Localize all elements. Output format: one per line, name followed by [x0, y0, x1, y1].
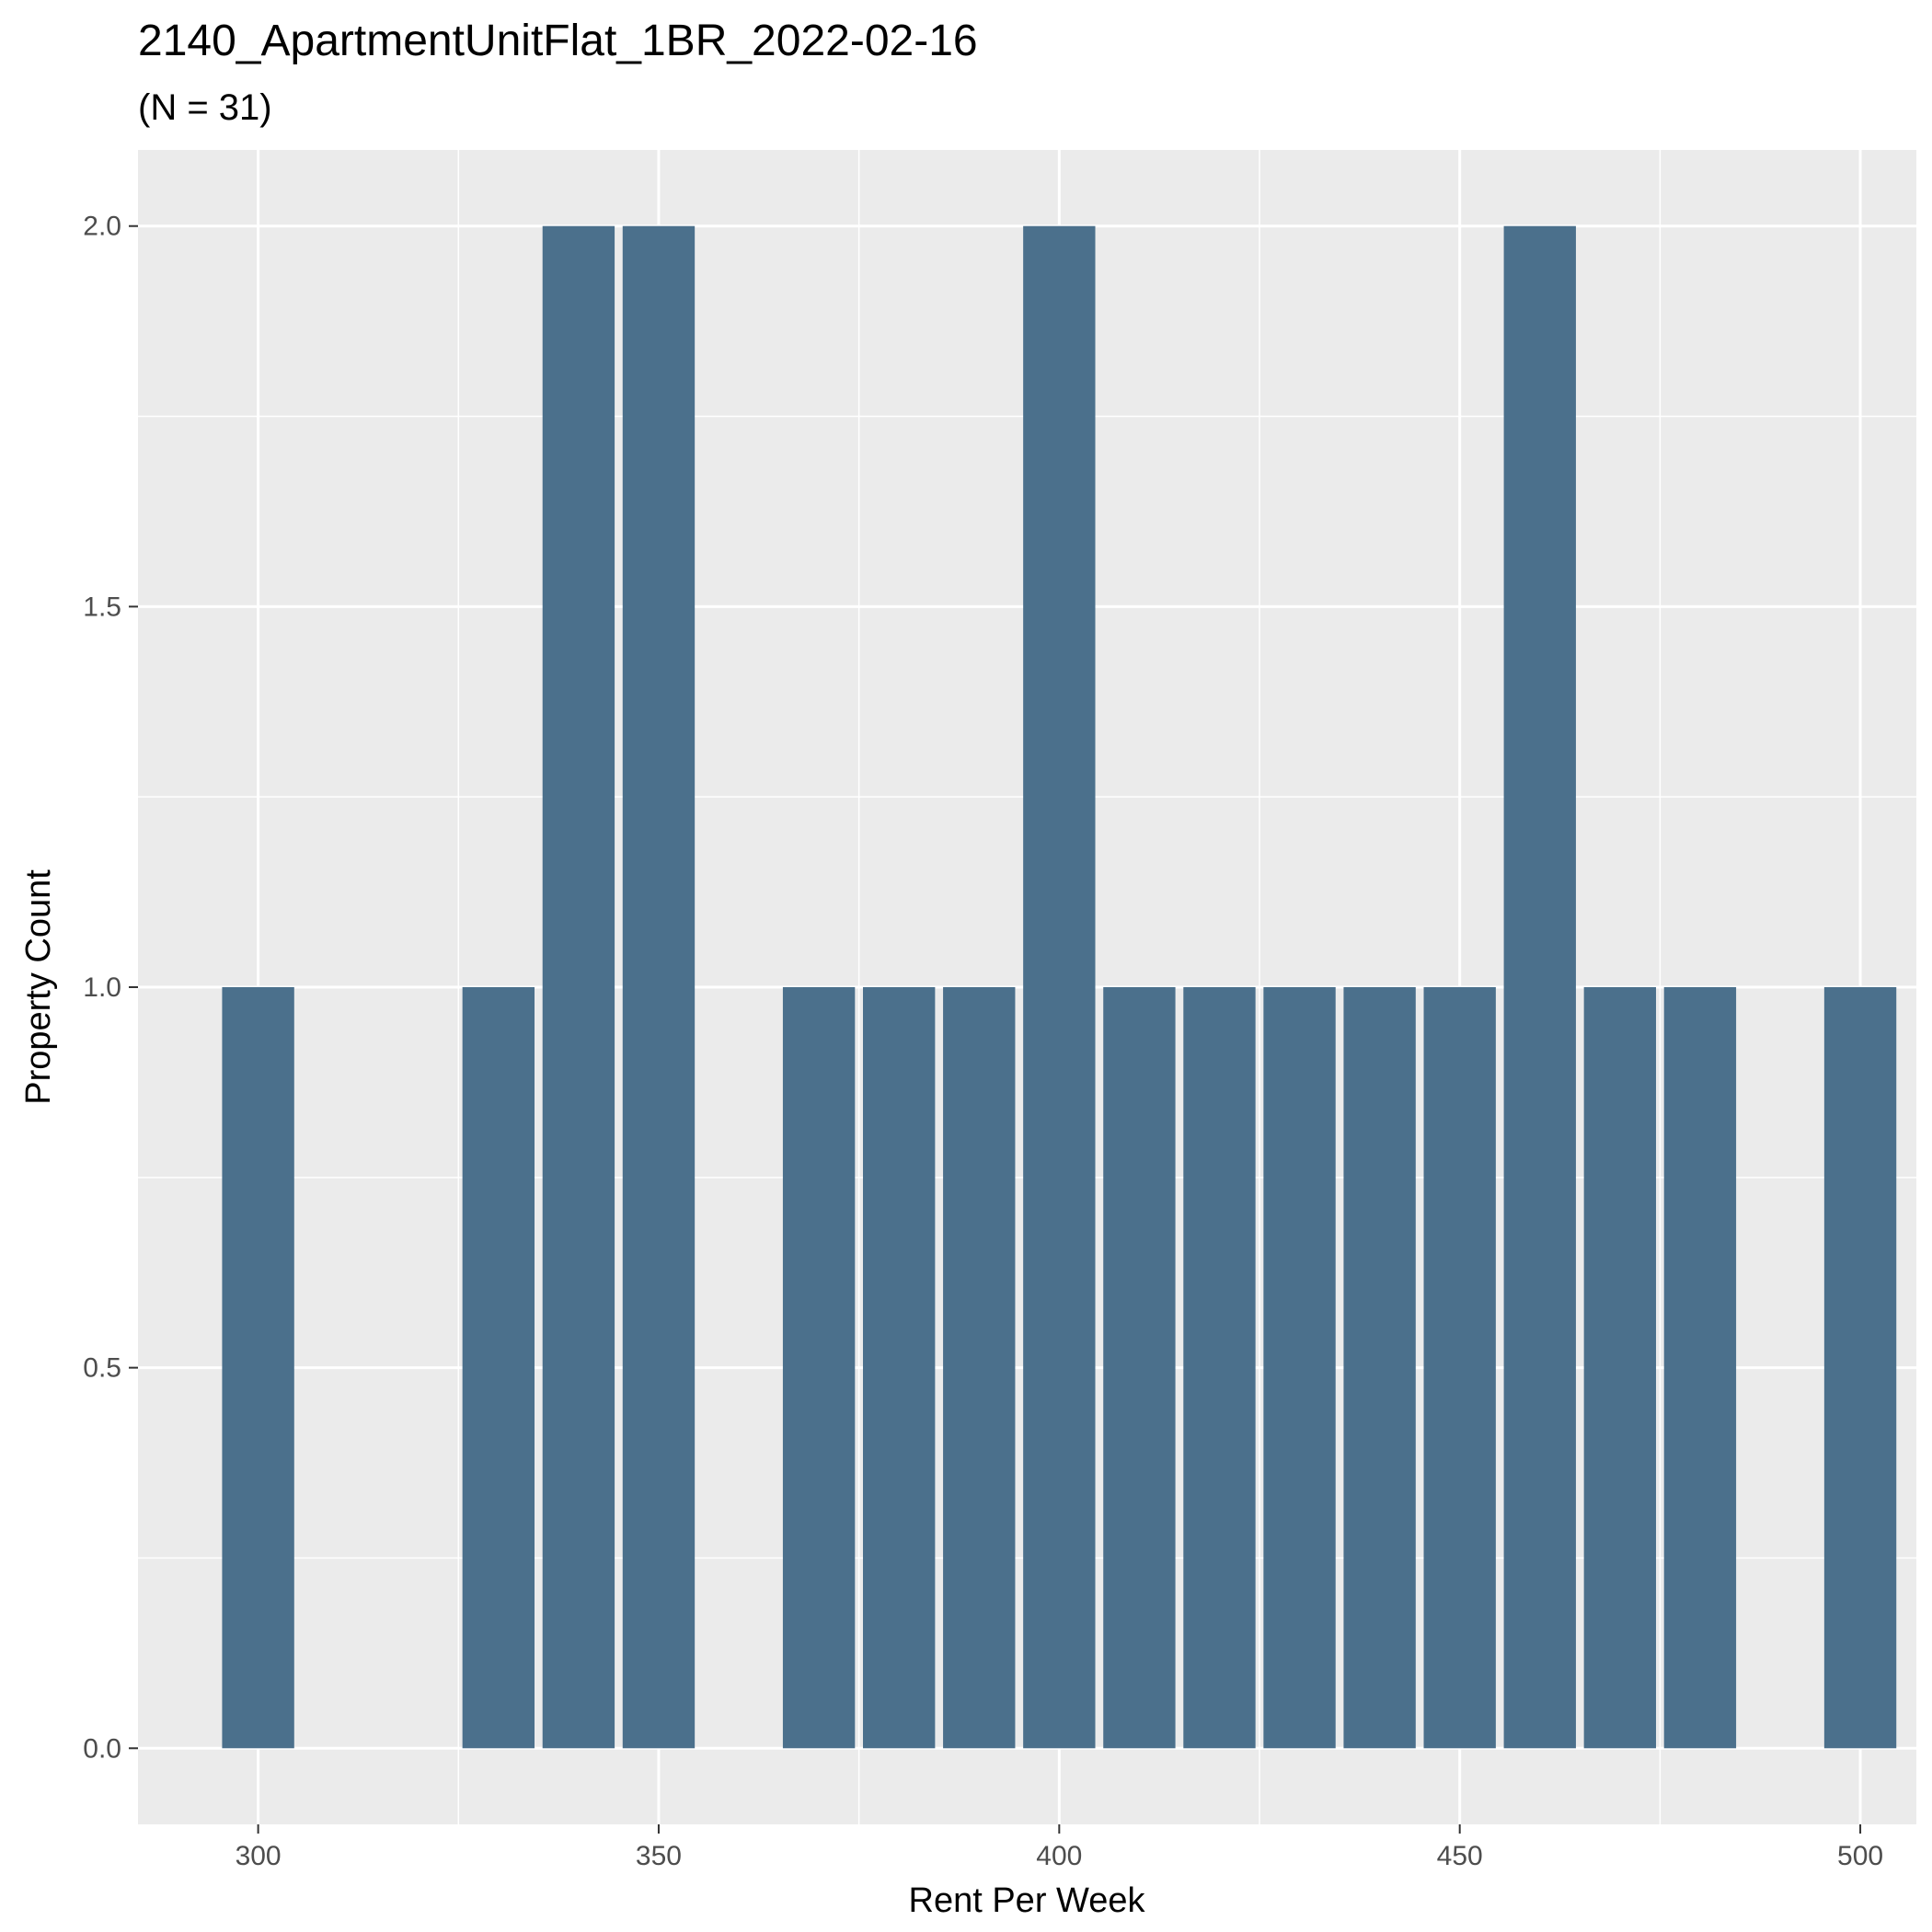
bar-420	[1183, 987, 1256, 1749]
bar-340	[542, 225, 615, 1749]
y-axis: 0.0 0.5 1.0 1.5 2.0	[83, 212, 138, 1764]
x-tick-label: 400	[1036, 1841, 1082, 1871]
y-tick-label: 0.0	[83, 1733, 121, 1764]
chart-subtitle: (N = 31)	[138, 87, 272, 128]
y-tick-label: 1.0	[83, 972, 121, 1003]
bar-410	[1103, 987, 1176, 1749]
bar-450	[1423, 987, 1496, 1749]
y-tick-label: 2.0	[83, 212, 121, 242]
bar-460	[1503, 225, 1576, 1749]
bars	[222, 225, 1897, 1749]
x-tick-label: 500	[1837, 1841, 1883, 1871]
bar-390	[943, 987, 1016, 1749]
bar-400	[1023, 225, 1096, 1749]
bar-440	[1343, 987, 1416, 1749]
bar-480	[1663, 987, 1737, 1749]
y-tick-label: 0.5	[83, 1353, 121, 1384]
x-tick-label: 450	[1437, 1841, 1483, 1871]
bar-380	[863, 987, 936, 1749]
x-tick-label: 300	[236, 1841, 282, 1871]
bar-350	[622, 225, 696, 1749]
x-tick-label: 350	[636, 1841, 682, 1871]
bar-430	[1263, 987, 1336, 1749]
bar-370	[782, 987, 856, 1749]
bar-300	[222, 987, 294, 1749]
bar-330	[462, 987, 535, 1749]
x-axis-title: Rent Per Week	[909, 1881, 1146, 1920]
y-axis-title: Property Count	[19, 869, 58, 1105]
bar-470	[1583, 987, 1657, 1749]
chart-title: 2140_ApartmentUnitFlat_1BR_2022-02-16	[138, 17, 978, 65]
bar-500	[1823, 987, 1897, 1749]
x-axis: 300 350 400 450 500	[236, 1824, 1883, 1871]
y-tick-label: 1.5	[83, 592, 121, 622]
